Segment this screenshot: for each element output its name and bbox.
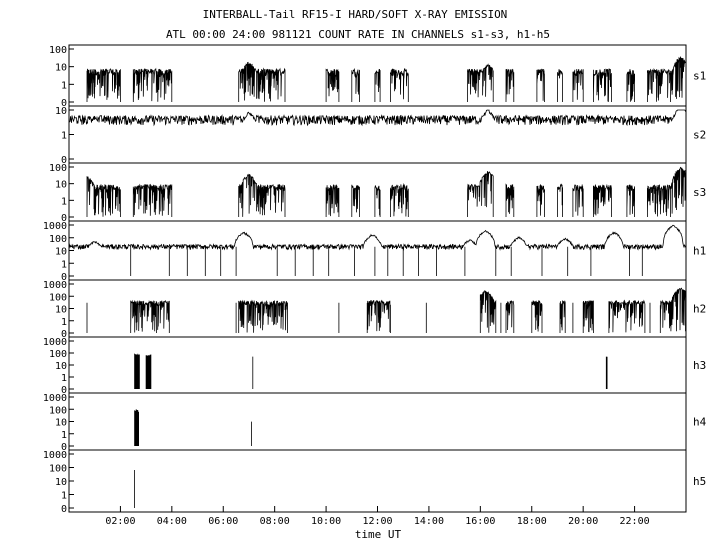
y-tick-label-h3-2: 10 xyxy=(55,361,67,372)
panel-frame-h5 xyxy=(68,449,687,513)
series-h1 xyxy=(68,224,687,276)
y-tick-label-s1-0: 100 xyxy=(49,45,67,56)
y-tick-label-s1-1: 10 xyxy=(55,63,67,74)
panel-label-h3: h3 xyxy=(693,359,706,372)
x-tick-label-0: 02:00 xyxy=(105,516,135,527)
y-tick-label-h4-1: 100 xyxy=(49,405,67,416)
x-tick-label-1: 04:00 xyxy=(157,516,187,527)
y-tick-label-h4-3: 1 xyxy=(61,430,67,441)
y-tick-label-h3-0: 1000 xyxy=(43,337,67,348)
panel-label-h2: h2 xyxy=(693,303,706,316)
x-tick-label-5: 12:00 xyxy=(362,516,392,527)
y-tick-label-s3-0: 100 xyxy=(49,163,67,174)
y-tick-label-h2-2: 10 xyxy=(55,305,67,316)
y-tick-label-h3-4: 0 xyxy=(61,385,67,396)
series-h2 xyxy=(86,287,687,333)
y-tick-label-h4-4: 0 xyxy=(61,442,67,453)
panel-label-h1: h1 xyxy=(693,245,706,258)
y-tick-label-h2-3: 1 xyxy=(61,317,67,328)
x-tick-label-9: 20:00 xyxy=(568,516,598,527)
chart-subtitle: ATL 00:00 24:00 981121 COUNT RATE IN CHA… xyxy=(166,28,550,41)
y-tick-label-s1-2: 1 xyxy=(61,80,67,91)
series-s3 xyxy=(86,166,687,217)
y-tick-label-h1-2: 10 xyxy=(55,247,67,258)
x-axis: 02:00 04:00 06:00 08:00 10:00 12:00 14:00 16:00… xyxy=(105,506,650,527)
x-tick-label-4: 10:00 xyxy=(311,516,341,527)
panel-label-s2: s2 xyxy=(693,129,706,142)
y-tick-label-h3-1: 100 xyxy=(49,349,67,360)
y-tick-label-h5-4: 0 xyxy=(61,504,67,515)
series-h3 xyxy=(134,353,608,389)
y-tick-label-s2-2: 0 xyxy=(61,155,67,166)
panel-frame-h4 xyxy=(68,392,687,451)
y-tick-label-h1-4: 0 xyxy=(61,272,67,283)
y-tick-label-h1-0: 1000 xyxy=(43,221,67,232)
series-s2 xyxy=(68,109,687,159)
series-h4 xyxy=(134,409,252,446)
panel-label-h4: h4 xyxy=(693,416,707,429)
y-tick-label-h5-2: 10 xyxy=(55,477,67,488)
y-tick-label-s3-3: 0 xyxy=(61,213,67,224)
chart-title: INTERBALL-Tail RF15-I HARD/SOFT X-RAY EM… xyxy=(203,8,508,21)
y-tick-label-s3-1: 10 xyxy=(55,180,67,191)
y-tick-label-h2-4: 0 xyxy=(61,329,67,340)
y-tick-label-h4-2: 10 xyxy=(55,418,67,429)
panel-label-s3: s3 xyxy=(693,186,706,199)
y-tick-label-h5-0: 1000 xyxy=(43,450,67,461)
series-s1 xyxy=(86,56,687,102)
panel-frame-h3 xyxy=(68,336,687,394)
y-tick-label-s3-2: 1 xyxy=(61,196,67,207)
y-tick-label-h1-3: 1 xyxy=(61,259,67,270)
y-tick-label-h5-3: 1 xyxy=(61,491,67,502)
y-tick-label-h1-1: 100 xyxy=(49,234,67,245)
panels-group: 1001010s11010s21001010s310001001010h1100… xyxy=(43,44,707,515)
x-tick-label-10: 22:00 xyxy=(620,516,650,527)
y-tick-label-h2-0: 1000 xyxy=(43,280,67,291)
y-tick-label-s2-1: 1 xyxy=(61,131,67,142)
y-tick-label-h2-1: 100 xyxy=(49,292,67,303)
y-tick-label-s2-0: 10 xyxy=(55,106,67,117)
x-tick-label-8: 18:00 xyxy=(517,516,547,527)
y-tick-label-h4-0: 1000 xyxy=(43,393,67,404)
panel-frame-s2 xyxy=(68,105,687,164)
y-tick-label-h5-1: 100 xyxy=(49,464,67,475)
panel-label-s1: s1 xyxy=(693,70,706,83)
y-tick-label-h3-3: 1 xyxy=(61,373,67,384)
panel-frame-h1 xyxy=(68,220,687,281)
y-tick-label-s1-3: 0 xyxy=(61,98,67,109)
x-axis-label: time UT xyxy=(355,528,402,541)
x-tick-label-6: 14:00 xyxy=(414,516,444,527)
x-tick-label-2: 06:00 xyxy=(208,516,238,527)
x-tick-label-7: 16:00 xyxy=(465,516,495,527)
x-tick-label-3: 08:00 xyxy=(260,516,290,527)
panel-label-h5: h5 xyxy=(693,475,706,488)
